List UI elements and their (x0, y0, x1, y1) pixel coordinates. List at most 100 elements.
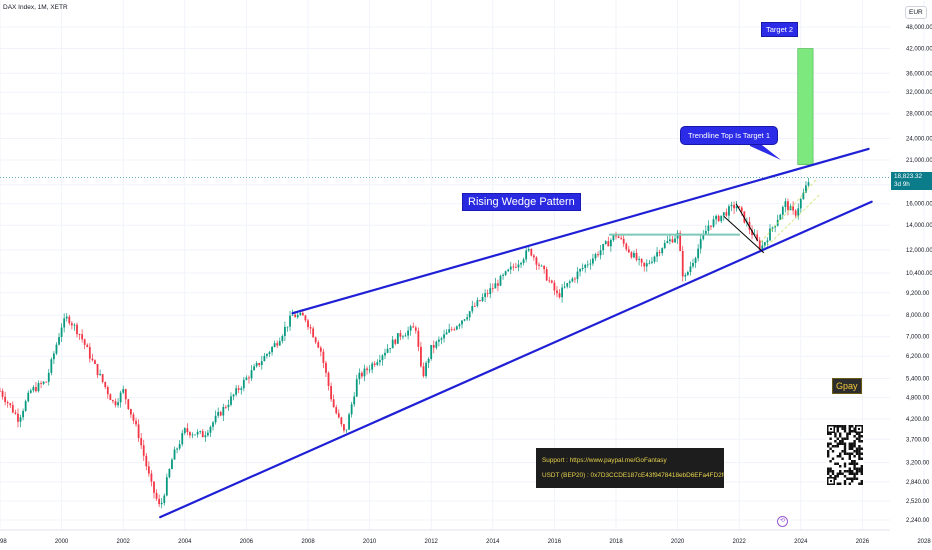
candle-body (733, 204, 735, 209)
qr-finder-dot (830, 480, 832, 482)
candle-body (653, 256, 656, 262)
time-axis[interactable]: 1998 2000 2002 2004 2006 2008 2010 2012 2014 2016… (0, 529, 931, 545)
candle-body (227, 404, 230, 408)
qr-module (848, 452, 851, 455)
candle-body (751, 229, 753, 236)
x-tick-label: 2026 (856, 539, 870, 545)
candle-body (735, 206, 738, 209)
candle-body (340, 417, 343, 425)
candle-body (217, 411, 220, 416)
candle-body (196, 431, 199, 435)
candle-body (617, 236, 620, 238)
candle-body (332, 399, 335, 408)
candle-body (142, 445, 145, 456)
candle-body (237, 388, 240, 390)
qr-module (831, 445, 835, 448)
candle-body (219, 411, 222, 416)
candle-body (286, 326, 289, 328)
candle-body (222, 406, 225, 416)
qr-module (848, 482, 851, 485)
candle-body (545, 269, 548, 281)
x-tick-label: 2008 (301, 539, 315, 545)
candle-body (361, 372, 363, 377)
qr-module (839, 482, 842, 485)
qr-module (853, 440, 856, 443)
candle-body (178, 444, 181, 449)
x-tick-label: 2004 (178, 539, 192, 545)
wedge-lower-line (159, 200, 873, 519)
candle-body (450, 329, 453, 331)
candle-body (163, 495, 166, 503)
tradingview-logo-icon[interactable]: ⟲ (777, 516, 788, 527)
qr-module (843, 482, 847, 485)
y-tick-label: 4,200.00 (906, 417, 930, 423)
qr-module (836, 455, 839, 458)
qr-module (846, 432, 849, 435)
candle-body (728, 206, 730, 216)
candle-body (386, 348, 389, 353)
candle-body (88, 347, 91, 359)
x-tick-label: 2012 (425, 539, 439, 545)
qr-module (827, 470, 830, 473)
qr-module (841, 440, 844, 443)
candle-body (479, 300, 481, 301)
candle-body (394, 339, 397, 344)
candle-body (402, 336, 404, 338)
candle-body (599, 250, 602, 256)
x-tick-label: 2000 (55, 539, 69, 545)
candle-body (630, 252, 633, 258)
candle-body (176, 448, 178, 450)
qr-module (848, 432, 851, 435)
currency-button[interactable]: EUR (905, 6, 927, 19)
candle-body (556, 290, 558, 294)
candle-body (656, 252, 658, 257)
candle-body (173, 449, 176, 460)
candle-body (109, 394, 112, 401)
x-tick-label: 1998 (0, 539, 7, 545)
candle-body (189, 432, 191, 436)
candle-body (378, 360, 381, 363)
candle-body (494, 283, 497, 289)
candle-body (207, 432, 209, 436)
qr-module (839, 440, 842, 443)
qr-module (829, 470, 832, 473)
candle-body (620, 237, 623, 239)
qr-module (843, 452, 847, 455)
candle-body (517, 264, 520, 268)
candle-body (9, 403, 12, 406)
candle-body (725, 212, 728, 216)
qr-module (836, 475, 839, 478)
trendlines (0, 134, 890, 519)
candle-body (19, 417, 22, 422)
candle-body (550, 280, 553, 283)
qr-module (851, 445, 854, 448)
candle-body (515, 266, 517, 268)
candle-body (522, 259, 525, 263)
qr-module (858, 470, 861, 473)
candle-body (771, 227, 774, 229)
candle-body (78, 334, 81, 335)
x-tick-label: 2016 (548, 539, 562, 545)
candle-body (86, 344, 89, 348)
candle-body (568, 281, 571, 284)
candle-body (255, 363, 258, 367)
candle-body (263, 355, 266, 362)
candle-body (194, 434, 196, 436)
x-tick-label: 2024 (794, 539, 808, 545)
qr-module (851, 480, 854, 483)
candle-body (445, 332, 448, 335)
qr-module (855, 432, 859, 435)
qr-module (841, 457, 844, 460)
y-tick-label: 36,000.00 (906, 71, 932, 77)
y-tick-label: 32,000.00 (906, 90, 932, 96)
candle-body (730, 204, 733, 207)
candle-body (104, 381, 107, 388)
qr-module (831, 470, 835, 473)
candle-body (597, 254, 599, 256)
candle-body (576, 271, 579, 280)
candle-body (307, 320, 309, 328)
candle-body (443, 334, 445, 339)
candle-body (543, 265, 546, 270)
qr-module (858, 437, 861, 440)
